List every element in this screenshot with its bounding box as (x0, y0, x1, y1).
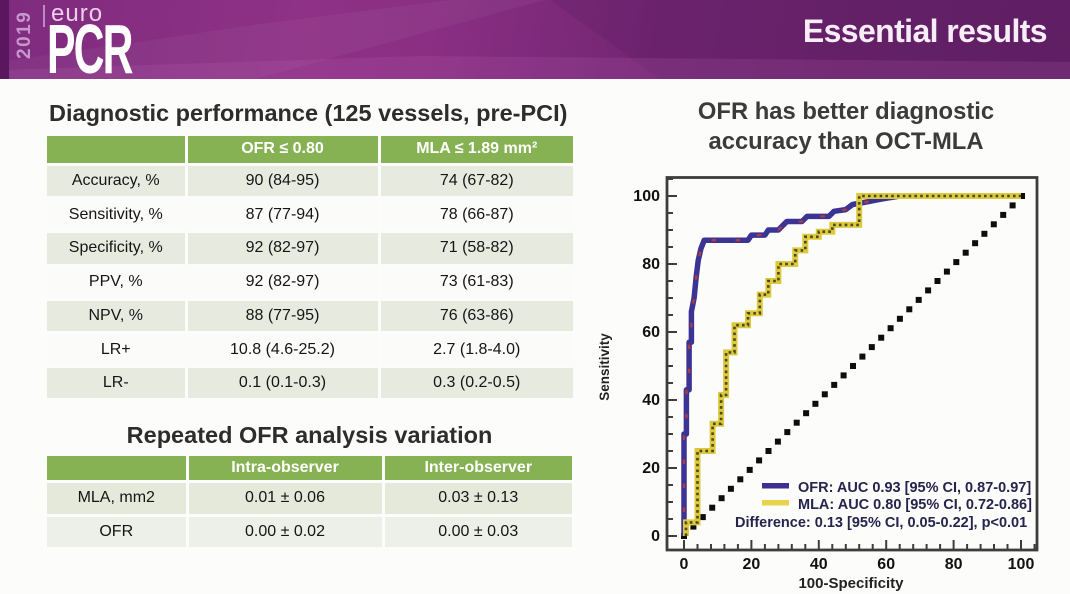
svg-text:100: 100 (633, 188, 660, 205)
svg-text:100-Specificity: 100-Specificity (798, 575, 904, 592)
svg-text:Sensitivity: Sensitivity (597, 333, 612, 401)
svg-text:40: 40 (810, 556, 828, 573)
svg-text:60: 60 (642, 324, 660, 341)
svg-text:MLA: AUC 0.80 [95% CI, 0.72-0.: MLA: AUC 0.80 [95% CI, 0.72-0.86] (798, 497, 1032, 513)
svg-text:80: 80 (642, 256, 660, 273)
svg-text:20: 20 (642, 460, 660, 477)
svg-text:100: 100 (1008, 556, 1035, 573)
svg-text:60: 60 (877, 556, 895, 573)
svg-text:40: 40 (642, 392, 660, 409)
svg-text:0: 0 (651, 528, 660, 545)
svg-text:20: 20 (743, 556, 761, 573)
svg-text:0: 0 (680, 556, 689, 573)
svg-text:80: 80 (945, 556, 963, 573)
svg-text:Difference: 0.13 [95% CI, 0.05: Difference: 0.13 [95% CI, 0.05-0.22], p<… (735, 515, 1027, 531)
svg-text:accuracy than OCT-MLA: accuracy than OCT-MLA (708, 128, 983, 155)
svg-text:OFR has better diagnostic: OFR has better diagnostic (698, 98, 994, 125)
svg-text:OFR: AUC 0.93 [95% CI, 0.87-0.: OFR: AUC 0.93 [95% CI, 0.87-0.97] (798, 480, 1031, 496)
